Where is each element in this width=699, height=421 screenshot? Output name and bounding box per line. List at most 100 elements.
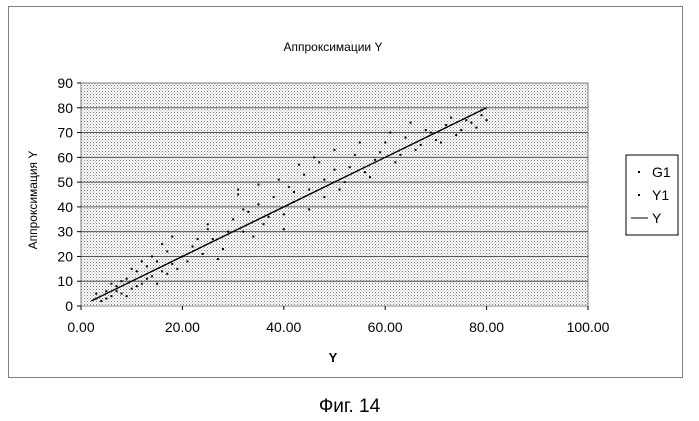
- data-point-Y1: [176, 268, 178, 270]
- y-tick-label: 40: [57, 199, 73, 215]
- data-point-Y1: [105, 298, 107, 300]
- y-tick-label: 80: [57, 100, 73, 116]
- legend-label: Y: [652, 210, 662, 226]
- data-point-G1: [156, 260, 158, 262]
- y-tick-label: 20: [57, 248, 73, 264]
- y-tick-label: 10: [57, 273, 73, 289]
- data-point-G1: [384, 141, 386, 143]
- data-point-Y1: [110, 283, 112, 285]
- data-point-Y1: [349, 166, 351, 168]
- data-point-G1: [308, 189, 310, 191]
- y-axis-ticks: 0102030405060708090: [57, 75, 81, 314]
- data-point-Y1: [131, 268, 133, 270]
- data-point-Y1: [410, 122, 412, 124]
- data-point-Y1: [252, 236, 254, 238]
- data-point-Y1: [430, 132, 432, 134]
- data-point-G1: [354, 154, 356, 156]
- data-point-G1: [318, 161, 320, 163]
- legend-label: Y1: [652, 187, 669, 203]
- data-point-G1: [481, 114, 483, 116]
- data-point-Y1: [379, 151, 381, 153]
- data-point-G1: [374, 159, 376, 161]
- data-point-G1: [237, 194, 239, 196]
- y-tick-label: 50: [57, 174, 73, 190]
- data-point-G1: [202, 253, 204, 255]
- data-point-G1: [273, 196, 275, 198]
- data-point-G1: [146, 265, 148, 267]
- y-tick-label: 60: [57, 149, 73, 165]
- x-tick-label: 20.00: [165, 319, 200, 335]
- data-point-G1: [425, 129, 427, 131]
- data-point-Y1: [313, 156, 315, 158]
- data-point-Y1: [242, 208, 244, 210]
- data-point-G1: [131, 288, 133, 290]
- data-point-G1: [445, 124, 447, 126]
- legend: G1Y1Y: [626, 155, 678, 235]
- data-point-Y1: [359, 141, 361, 143]
- data-point-Y1: [268, 216, 270, 218]
- data-point-G1: [151, 275, 153, 277]
- data-point-Y1: [283, 228, 285, 230]
- data-point-Y1: [460, 129, 462, 131]
- data-point-Y1: [334, 149, 336, 151]
- data-point-G1: [166, 250, 168, 252]
- data-point-G1: [288, 186, 290, 188]
- data-point-Y1: [486, 119, 488, 121]
- data-point-G1: [192, 246, 194, 248]
- scatter-chart: Аппроксимации Y 0102030405060708090 0.00…: [9, 7, 684, 379]
- data-point-Y1: [308, 208, 310, 210]
- data-point-Y1: [339, 189, 341, 191]
- x-tick-label: 0.00: [67, 319, 94, 335]
- data-point-Y1: [146, 278, 148, 280]
- data-point-G1: [323, 196, 325, 198]
- data-point-G1: [475, 127, 477, 129]
- data-point-Y1: [121, 280, 123, 282]
- data-point-G1: [121, 293, 123, 295]
- data-point-G1: [435, 139, 437, 141]
- data-point-Y1: [399, 154, 401, 156]
- data-point-G1: [141, 283, 143, 285]
- data-point-Y1: [440, 141, 442, 143]
- data-point-Y1: [161, 243, 163, 245]
- y-tick-label: 30: [57, 224, 73, 240]
- x-tick-label: 80.00: [469, 319, 504, 335]
- data-point-G1: [344, 181, 346, 183]
- data-point-G1: [242, 231, 244, 233]
- x-axis-ticks: 0.0020.0040.0060.0080.00100.00: [67, 306, 609, 335]
- data-point-G1: [100, 300, 102, 302]
- x-tick-label: 100.00: [567, 319, 610, 335]
- data-point-Y1: [136, 285, 138, 287]
- data-point-G1: [161, 270, 163, 272]
- legend-point-marker: [638, 194, 640, 196]
- data-point-G1: [465, 119, 467, 121]
- data-point-G1: [404, 137, 406, 139]
- data-point-Y1: [171, 236, 173, 238]
- data-point-G1: [222, 248, 224, 250]
- legend-point-marker: [638, 171, 640, 173]
- data-point-Y1: [420, 144, 422, 146]
- data-point-G1: [303, 174, 305, 176]
- data-point-Y1: [298, 164, 300, 166]
- data-point-G1: [247, 211, 249, 213]
- data-point-Y1: [470, 122, 472, 124]
- chart-title: Аппроксимации Y: [284, 40, 383, 54]
- plot-area: [81, 83, 588, 306]
- data-point-Y1: [151, 255, 153, 257]
- data-point-Y1: [450, 117, 452, 119]
- data-point-Y1: [95, 293, 97, 295]
- x-tick-label: 60.00: [368, 319, 403, 335]
- y-tick-label: 90: [57, 75, 73, 91]
- data-point-G1: [110, 295, 112, 297]
- data-point-Y1: [389, 132, 391, 134]
- data-point-G1: [364, 171, 366, 173]
- data-point-Y1: [141, 260, 143, 262]
- data-point-G1: [212, 238, 214, 240]
- x-axis-label: Y: [329, 350, 338, 365]
- data-point-G1: [415, 149, 417, 151]
- data-point-Y1: [115, 290, 117, 292]
- y-axis-label: Аппроксимация Y: [26, 151, 40, 250]
- data-point-Y1: [257, 184, 259, 186]
- data-point-Y1: [197, 238, 199, 240]
- data-point-G1: [334, 169, 336, 171]
- data-point-G1: [136, 270, 138, 272]
